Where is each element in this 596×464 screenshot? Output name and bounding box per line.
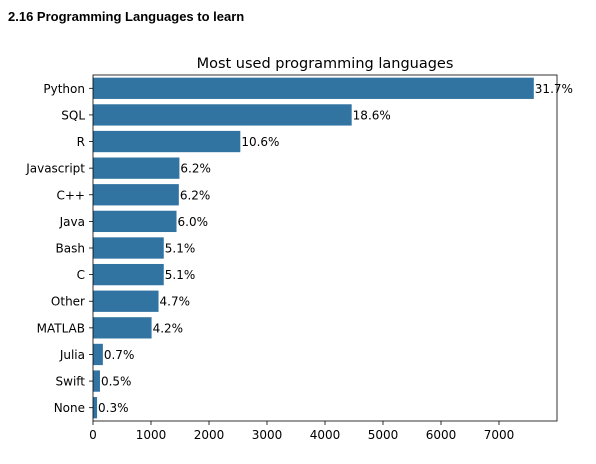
x-tick-label: 4000 — [310, 428, 341, 442]
data-label: 31.7% — [535, 82, 573, 96]
data-label: 0.3% — [98, 401, 129, 415]
y-tick-label: SQL — [61, 108, 85, 122]
x-tick-label: 6000 — [426, 428, 457, 442]
bar-julia — [93, 343, 103, 366]
bar-c- — [93, 184, 179, 206]
x-tick-label: 2000 — [194, 428, 225, 442]
data-label: 10.6% — [241, 135, 279, 149]
data-label: 0.7% — [104, 348, 135, 362]
x-tick-label: 7000 — [484, 428, 515, 442]
bar-matlab — [93, 317, 152, 339]
y-tick-label: MATLAB — [37, 321, 85, 335]
y-tick-label: Python — [43, 82, 85, 96]
y-tick-label: C++ — [57, 188, 86, 202]
data-label: 5.1% — [165, 268, 196, 282]
bar-javascript — [93, 157, 180, 179]
x-tick-label: 5000 — [368, 428, 399, 442]
data-label: 18.6% — [353, 108, 391, 122]
y-axis: Python SQL R Javascript C++ Java Bash C Other MAT… — [25, 82, 93, 415]
x-tick-label: 0 — [89, 428, 97, 442]
section-heading: 2.16 Programming Languages to learn — [8, 9, 245, 24]
bar-python — [93, 77, 534, 99]
y-tick-label: None — [54, 401, 85, 415]
x-tick-label: 1000 — [136, 428, 167, 442]
data-label: 5.1% — [165, 242, 196, 256]
y-tick-label: Java — [59, 215, 85, 229]
data-label: 4.7% — [160, 295, 191, 309]
x-tick-label: 3000 — [252, 428, 283, 442]
y-tick-label: Julia — [59, 348, 85, 362]
data-label: 6.0% — [178, 215, 209, 229]
data-label: 0.5% — [101, 375, 131, 389]
x-axis: 0 1000 2000 3000 4000 5000 6000 7000 — [89, 421, 514, 442]
chart-title: Most used programming languages — [197, 56, 454, 72]
bar-bash — [93, 237, 164, 259]
bar-none — [93, 397, 98, 419]
bar-r — [93, 130, 241, 153]
y-tick-label: C — [77, 268, 85, 282]
bar-swift — [93, 370, 100, 392]
y-tick-label: Javascript — [25, 162, 85, 176]
data-label: 6.2% — [180, 162, 211, 176]
plot-frame — [92, 74, 558, 422]
y-tick-label: Other — [51, 295, 85, 309]
data-labels-layer: 31.7% 18.6% 10.6% 6.2% 6.2% 6.0% 5.1% 5.1% 4.7% 4… — [98, 82, 573, 415]
bars-layer — [93, 77, 534, 419]
bar-other — [93, 290, 159, 312]
bar-sql — [93, 104, 352, 126]
bar-c — [93, 263, 164, 286]
bar-java — [93, 210, 177, 233]
data-label: 6.2% — [180, 188, 211, 202]
data-label: 4.2% — [153, 321, 184, 335]
y-tick-label: R — [77, 135, 85, 149]
y-tick-label: Swift — [56, 375, 86, 389]
y-tick-label: Bash — [56, 242, 85, 256]
